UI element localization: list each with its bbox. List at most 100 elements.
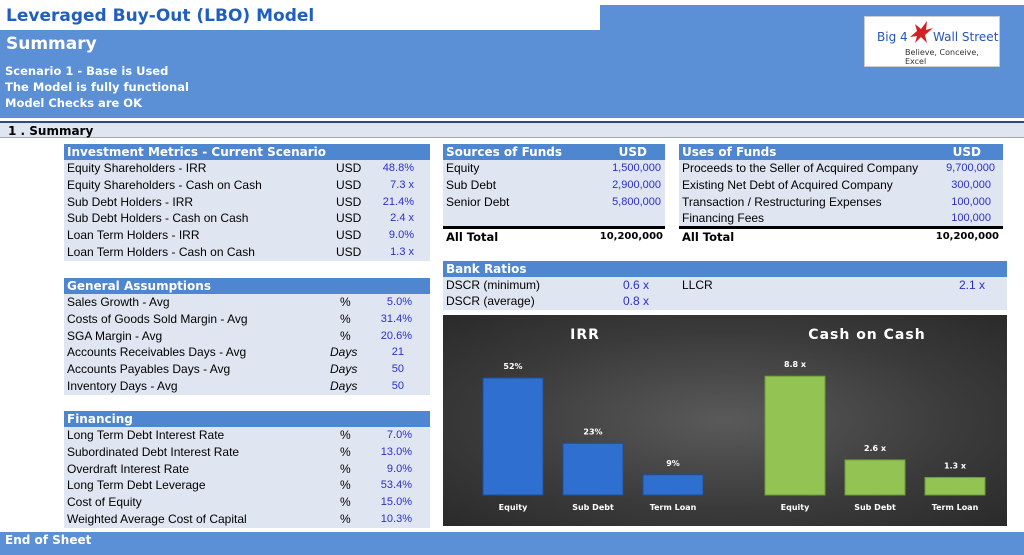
source-label: Senior Debt xyxy=(446,195,510,209)
chart-data-label: 9% xyxy=(666,459,680,468)
financing-label: Weighted Average Cost of Capital xyxy=(67,512,247,526)
chart-category-label: Equity xyxy=(781,503,810,512)
assumption-label: Accounts Payables Days - Avg xyxy=(67,362,231,376)
assumption-label: SGA Margin - Avg xyxy=(67,329,163,343)
chart-bar xyxy=(562,442,624,496)
source-row: Sub Debt 2,900,000 xyxy=(443,177,665,194)
metric-unit: USD xyxy=(336,228,362,242)
assumption-label: Costs of Goods Sold Margin - Avg xyxy=(67,312,248,326)
general-assumptions-heading: General Assumptions xyxy=(64,278,430,294)
assumption-value: 20.6% xyxy=(380,330,412,342)
bank-ratios-heading: Bank Ratios xyxy=(443,261,1007,277)
chart-category-label: Sub Debt xyxy=(854,503,896,512)
use-row: Existing Net Debt of Acquired Company 30… xyxy=(679,177,1003,194)
metric-value: 2.4 x xyxy=(390,212,414,224)
use-value: 100,000 xyxy=(951,212,991,224)
assumption-label: Inventory Days - Avg xyxy=(67,379,178,393)
financing-unit: % xyxy=(340,478,351,492)
metric-unit: USD xyxy=(336,195,362,209)
use-value: 9,700,000 xyxy=(946,162,995,174)
sources-heading: Sources of Funds USD xyxy=(443,144,665,160)
source-value: 1,500,000 xyxy=(612,162,661,174)
status-model: The Model is fully functional xyxy=(5,80,189,94)
assumption-unit: Days xyxy=(330,379,358,393)
company-logo: Big 4 Wall Street Believe, Conceive, Exc… xyxy=(864,16,1000,67)
metric-row: Loan Term Holders - IRR USD 9.0% xyxy=(64,227,430,244)
sources-panel: Sources of Funds USD Equity 1,500,000 Su… xyxy=(443,144,665,244)
sources-title: Sources of Funds xyxy=(446,145,562,159)
financing-unit: % xyxy=(340,428,351,442)
assumption-value: 5.0% xyxy=(386,296,412,308)
assumption-unit: Days xyxy=(330,362,358,376)
investment-metrics-panel: Investment Metrics - Current Scenario Eq… xyxy=(64,144,430,261)
assumption-row: Costs of Goods Sold Margin - Avg % 31.4% xyxy=(64,311,430,328)
metric-unit: USD xyxy=(336,245,362,259)
chart-category-label: Sub Debt xyxy=(572,503,614,512)
sources-total-row: All Total 10,200,000 xyxy=(443,226,665,244)
use-value: 100,000 xyxy=(951,196,991,208)
uses-currency: USD xyxy=(952,145,981,159)
metric-value: 9.0% xyxy=(388,229,414,241)
chart-data-label: 23% xyxy=(583,427,602,436)
financing-unit: % xyxy=(340,462,351,476)
financing-row: Long Term Debt Interest Rate % 7.0% xyxy=(64,427,430,444)
status-checks: Model Checks are OK xyxy=(5,96,142,110)
use-value: 300,000 xyxy=(951,179,991,191)
assumption-unit: % xyxy=(340,329,351,343)
use-label: Financing Fees xyxy=(682,211,765,225)
source-row: Senior Debt 5,800,000 xyxy=(443,194,665,211)
metric-row: Loan Term Holders - Cash on Cash USD 1.3… xyxy=(64,244,430,261)
use-label: Transaction / Restructuring Expenses xyxy=(682,195,882,209)
assumption-label: Accounts Receivables Days - Avg xyxy=(67,345,247,359)
chart-data-label: 2.6 x xyxy=(864,444,887,453)
chart-category-label: Term Loan xyxy=(650,503,697,512)
assumption-value: 31.4% xyxy=(380,313,412,325)
llcr-value: 2.1 x xyxy=(958,278,985,292)
llcr-label: LLCR xyxy=(682,278,713,292)
chart-data-label: 1.3 x xyxy=(944,461,967,470)
financing-value: 10.3% xyxy=(380,513,412,525)
financing-value: 13.0% xyxy=(380,446,412,458)
bank-ratios-panel: Bank Ratios DSCR (minimum) 0.6 x LLCR 2.… xyxy=(443,261,1007,310)
metric-value: 7.3 x xyxy=(390,179,414,191)
chart-bar xyxy=(642,474,704,496)
financing-label: Subordinated Debt Interest Rate xyxy=(67,445,240,459)
chart-bar xyxy=(844,459,906,496)
logo-brand-left: Big 4 xyxy=(877,30,908,44)
uses-title: Uses of Funds xyxy=(682,145,777,159)
source-label: Sub Debt xyxy=(446,178,497,192)
metric-row: Sub Debt Holders - Cash on Cash USD 2.4 … xyxy=(64,210,430,227)
financing-label: Long Term Debt Interest Rate xyxy=(67,428,225,442)
uses-heading: Uses of Funds USD xyxy=(679,144,1003,160)
financing-value: 9.0% xyxy=(386,463,412,475)
metric-label: Equity Shareholders - IRR xyxy=(67,161,207,175)
financing-row: Overdraft Interest Rate % 9.0% xyxy=(64,461,430,478)
financing-heading: Financing xyxy=(64,411,430,427)
page-title: Summary xyxy=(6,34,97,54)
uses-panel: Uses of Funds USD Proceeds to the Seller… xyxy=(679,144,1003,244)
assumption-value: 50 xyxy=(391,380,404,392)
uses-total-value: 10,200,000 xyxy=(935,231,999,242)
investment-metrics-heading: Investment Metrics - Current Scenario xyxy=(64,144,430,160)
use-row: Transaction / Restructuring Expenses 100… xyxy=(679,194,1003,211)
financing-unit: % xyxy=(340,445,351,459)
metric-row: Sub Debt Holders - IRR USD 21.4% xyxy=(64,194,430,211)
dscr-min-value: 0.6 x xyxy=(623,278,650,292)
use-label: Proceeds to the Seller of Acquired Compa… xyxy=(682,161,919,175)
financing-value: 53.4% xyxy=(380,479,412,491)
chart-title: IRR xyxy=(570,327,600,343)
ratio-row: DSCR (minimum) 0.6 x LLCR 2.1 x xyxy=(443,277,1007,294)
chart-category-label: Equity xyxy=(499,503,528,512)
sources-total-value: 10,200,000 xyxy=(599,231,663,242)
chart-data-label: 8.8 x xyxy=(784,360,807,369)
chart-bar xyxy=(924,476,986,496)
assumption-row: Sales Growth - Avg % 5.0% xyxy=(64,294,430,311)
financing-row: Weighted Average Cost of Capital % 10.3% xyxy=(64,511,430,528)
metric-label: Loan Term Holders - Cash on Cash xyxy=(67,245,255,259)
use-row: Financing Fees 100,000 xyxy=(679,210,1003,227)
financing-value: 7.0% xyxy=(386,429,412,441)
metric-label: Equity Shareholders - Cash on Cash xyxy=(67,178,262,192)
assumption-unit: % xyxy=(340,312,351,326)
sources-total-label: All Total xyxy=(446,230,499,244)
metric-label: Loan Term Holders - IRR xyxy=(67,228,200,242)
